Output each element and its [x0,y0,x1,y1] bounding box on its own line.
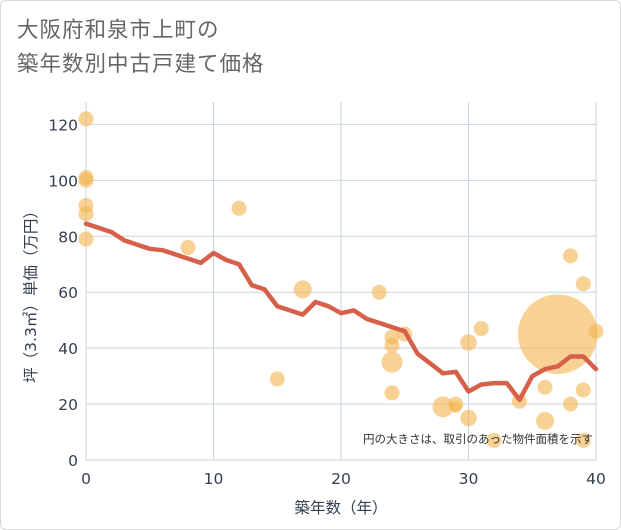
title-line-1: 大阪府和泉市上町の [17,18,220,43]
transaction-point [449,400,462,413]
size-legend-note: 円の大きさは、取引のあった物件面積を示す [363,432,593,446]
x-axis-label: 築年数（年） [294,499,387,517]
y-axis-ticks: 0 20 40 60 80 100 120 [48,116,78,470]
transaction-point [78,231,94,247]
transaction-point [231,200,247,216]
scatter-points [78,111,604,448]
transaction-point [460,334,477,351]
transaction-point [180,239,196,255]
transaction-point [381,351,403,373]
transaction-point [473,321,489,337]
y-axis-label: 坪（3.3㎡）単価（万円） [22,203,40,383]
x-tick-label: 0 [81,470,91,488]
transaction-point [269,371,285,387]
grid-lines [85,102,597,461]
x-tick-label: 10 [204,470,224,488]
transaction-point [432,396,454,418]
x-axis-ticks: 0 10 20 30 40 [81,470,606,488]
transaction-point [78,111,94,127]
transaction-point [78,206,94,222]
transaction-point [486,432,502,448]
transaction-point [563,396,578,412]
transaction-point [78,172,94,188]
transaction-point [460,409,477,427]
x-tick-label: 40 [586,470,606,488]
transaction-point [588,323,604,339]
chart-title: 大阪府和泉市上町の 築年数別中古戸建て価格 [17,14,265,82]
y-tick-label: 0 [68,452,78,470]
transaction-point [384,385,400,401]
y-tick-label: 40 [58,340,78,358]
transaction-point [518,294,598,374]
average-price-line [83,221,599,403]
title-line-2: 築年数別中古戸建て価格 [17,52,265,77]
transaction-point [563,248,578,264]
transaction-point [293,280,312,299]
transaction-point [575,382,591,398]
y-tick-label: 20 [58,396,78,414]
transaction-point [371,284,387,300]
x-tick-label: 20 [331,470,351,488]
y-tick-label: 60 [58,284,78,302]
x-tick-label: 30 [459,470,479,488]
transaction-point [384,337,400,353]
y-tick-label: 120 [48,116,78,134]
transaction-point [536,411,554,430]
transaction-point [575,432,591,448]
y-tick-label: 100 [48,172,78,190]
transaction-point [575,276,591,292]
y-tick-label: 80 [58,228,78,246]
transaction-point [537,379,553,395]
